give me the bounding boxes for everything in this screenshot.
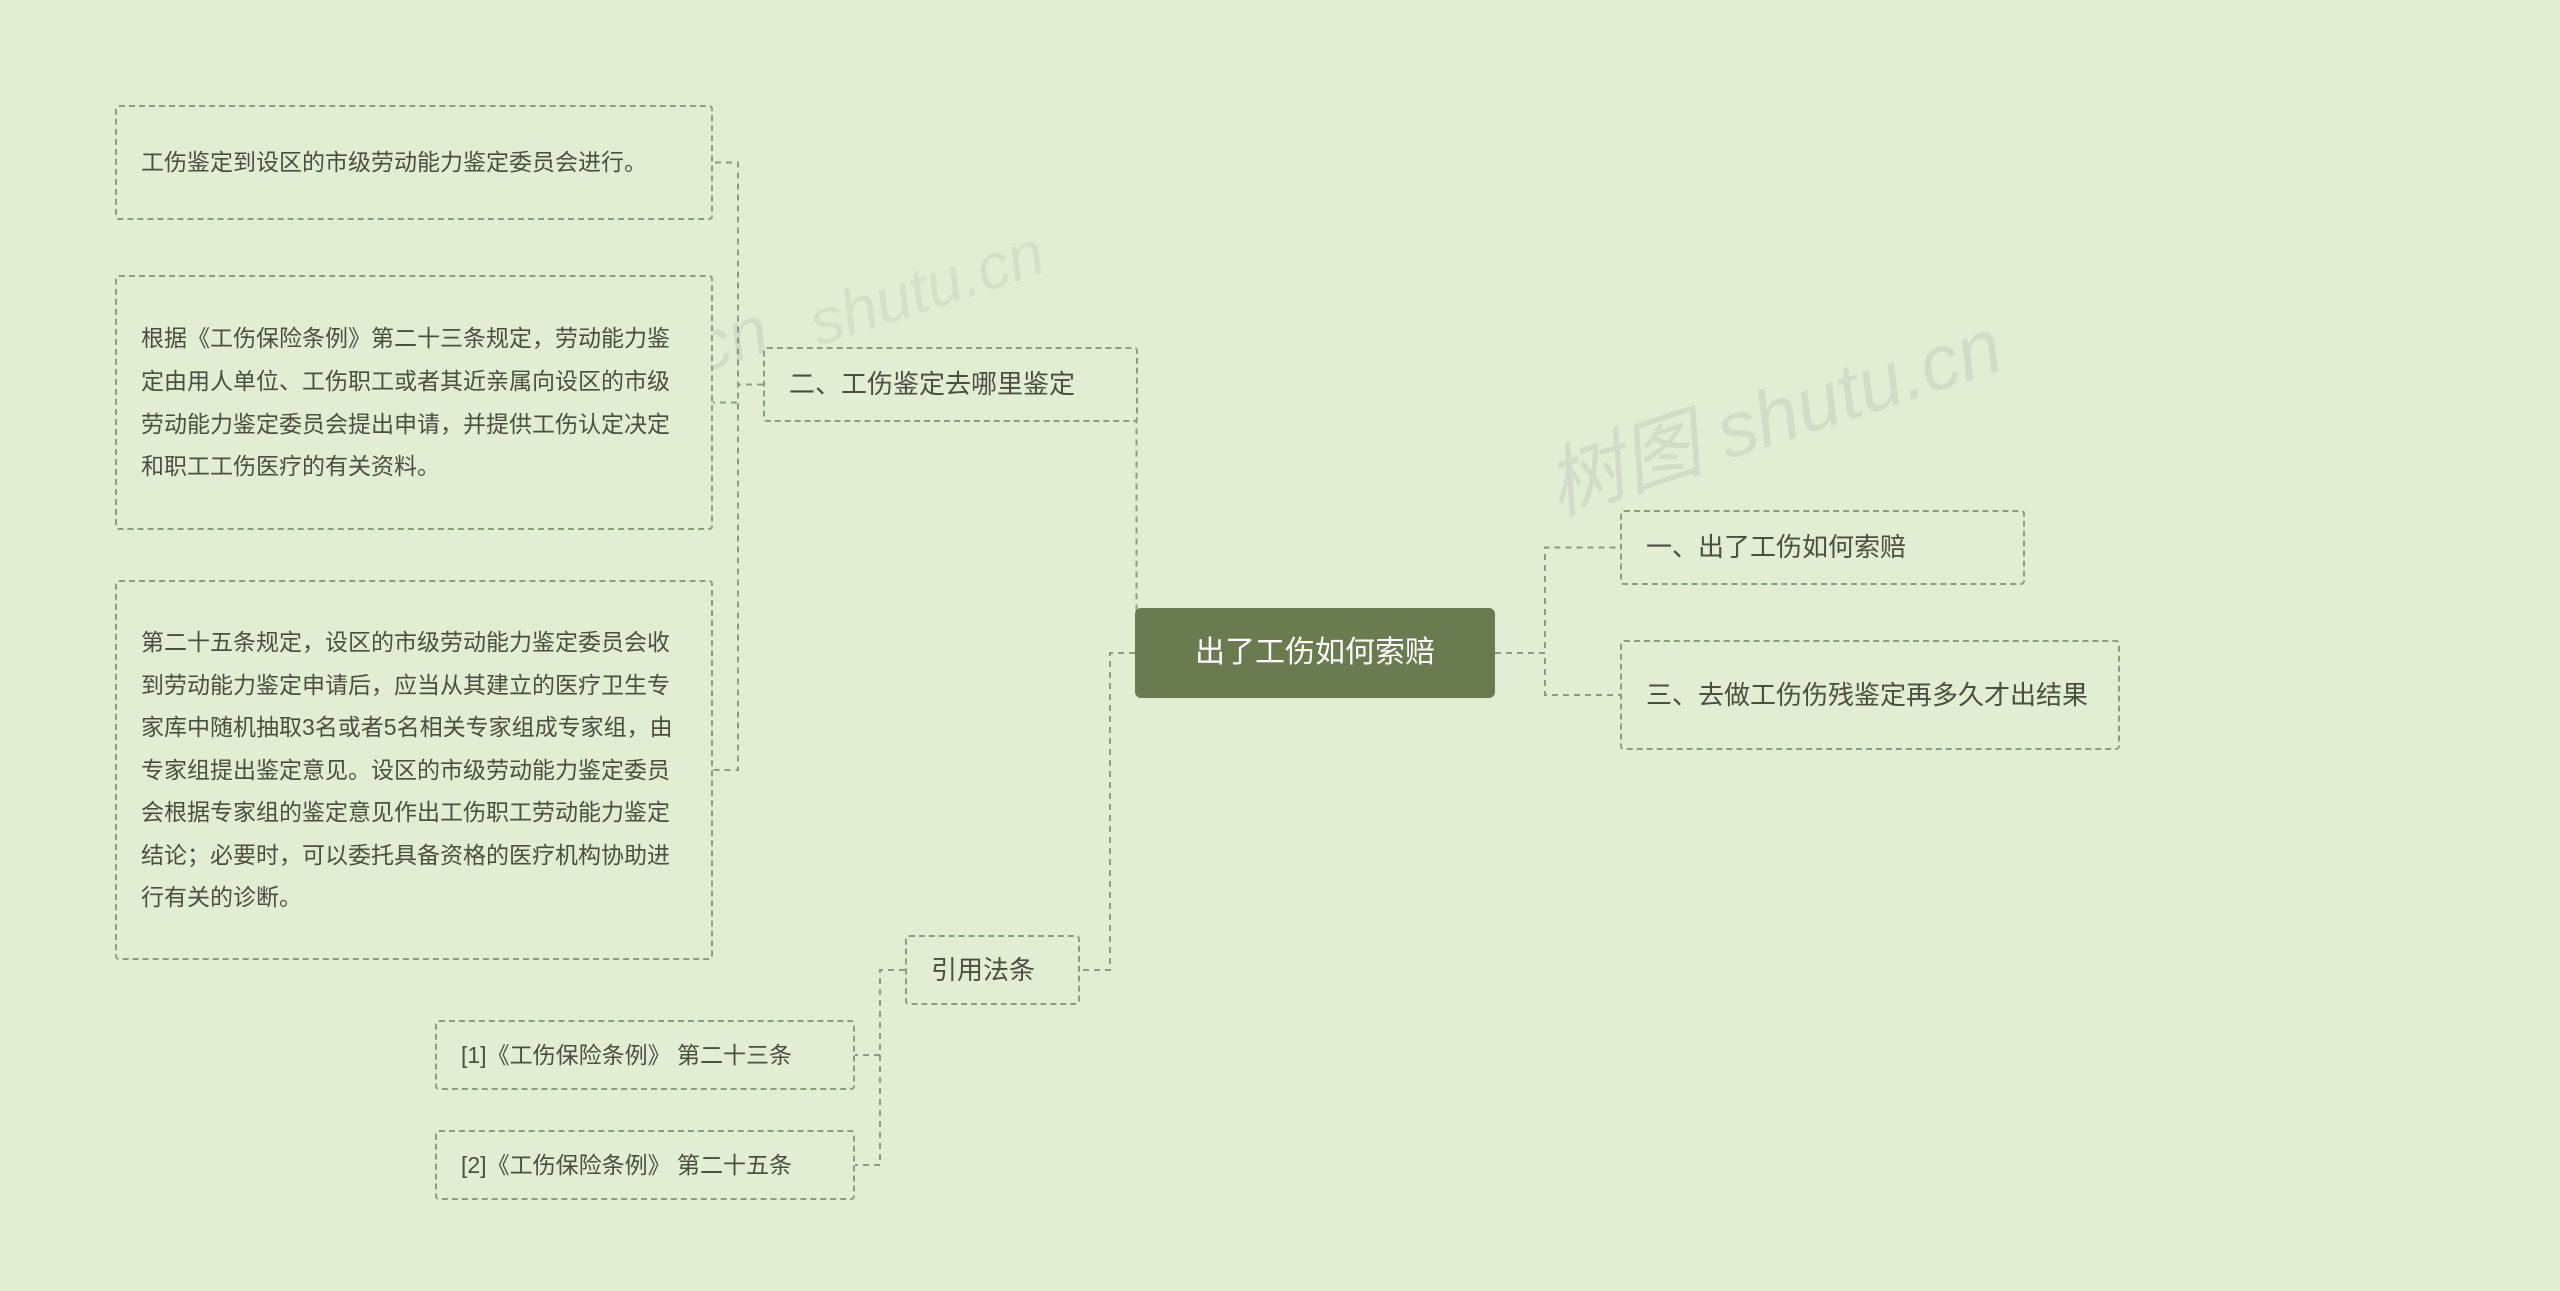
node-l2a: [1]《工伤保险条例》 第二十三条 — [435, 1020, 855, 1090]
node-l1a: 工伤鉴定到设区的市级劳动能力鉴定委员会进行。 — [115, 105, 713, 220]
node-text: 二、工伤鉴定去哪里鉴定 — [789, 360, 1075, 408]
watermark: shutu.cn — [800, 215, 1053, 360]
node-text: 三、去做工伤伤残鉴定再多久才出结果 — [1646, 671, 2088, 719]
connector — [713, 385, 763, 771]
node-r1: 一、出了工伤如何索赔 — [1620, 510, 2025, 585]
connector — [1495, 653, 1620, 695]
connector — [713, 385, 763, 403]
node-text: 引用法条 — [931, 946, 1035, 994]
connector — [1080, 653, 1135, 970]
node-l1c: 第二十五条规定，设区的市级劳动能力鉴定委员会收到劳动能力鉴定申请后，应当从其建立… — [115, 580, 713, 960]
node-text: 出了工伤如何索赔 — [1195, 625, 1435, 681]
node-l2b: [2]《工伤保险条例》 第二十五条 — [435, 1130, 855, 1200]
connector — [855, 970, 905, 1165]
mindmap-canvas: 树图 shutu.cnshutu.cn树图 shutu.cn出了工伤如何索赔一、… — [0, 0, 2560, 1291]
node-text: 一、出了工伤如何索赔 — [1646, 523, 1906, 571]
node-text: 工伤鉴定到设区的市级劳动能力鉴定委员会进行。 — [141, 141, 647, 184]
node-text: 根据《工伤保险条例》第二十三条规定，劳动能力鉴定由用人单位、工伤职工或者其近亲属… — [141, 317, 687, 487]
root-node: 出了工伤如何索赔 — [1135, 608, 1495, 698]
connector — [1495, 548, 1620, 654]
node-text: [1]《工伤保险条例》 第二十三条 — [461, 1034, 792, 1077]
node-text: [2]《工伤保险条例》 第二十五条 — [461, 1144, 792, 1187]
node-text: 第二十五条规定，设区的市级劳动能力鉴定委员会收到劳动能力鉴定申请后，应当从其建立… — [141, 621, 687, 919]
node-l1: 二、工伤鉴定去哪里鉴定 — [763, 347, 1138, 422]
connector — [855, 970, 905, 1055]
connector — [713, 163, 763, 385]
node-l1b: 根据《工伤保险条例》第二十三条规定，劳动能力鉴定由用人单位、工伤职工或者其近亲属… — [115, 275, 713, 530]
node-l2: 引用法条 — [905, 935, 1080, 1005]
node-r2: 三、去做工伤伤残鉴定再多久才出结果 — [1620, 640, 2120, 750]
watermark: 树图 shutu.cn — [1530, 284, 2014, 537]
